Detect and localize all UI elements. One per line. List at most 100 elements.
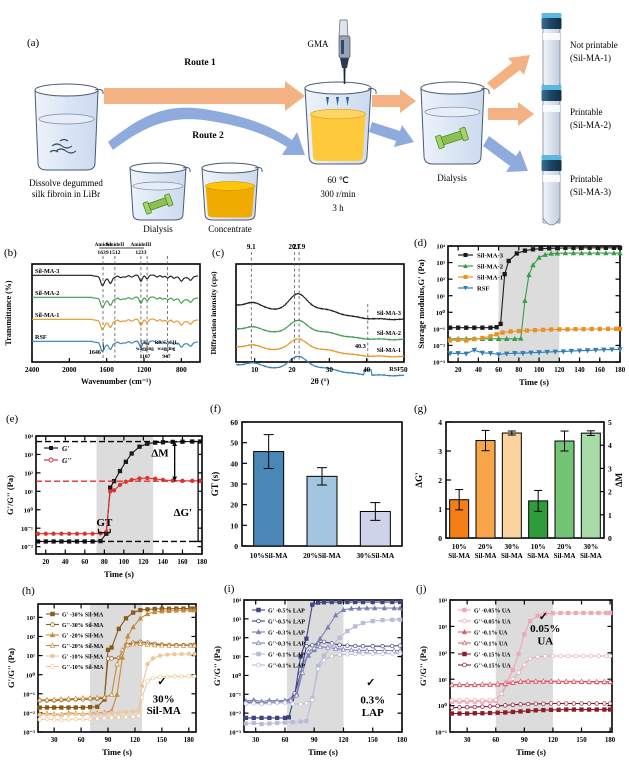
label-ch2: CH₂ (140, 341, 150, 346)
data-point (332, 612, 339, 618)
data-point (123, 714, 129, 720)
data-point (487, 704, 493, 709)
data-point (364, 647, 370, 653)
panel-j-svg: (j) 10⁴ 10³ 10² 10¹ 10⁰ 10⁻¹ 30 60 90 120 150 180 Tim… (416, 583, 616, 757)
data-point (397, 599, 403, 605)
data-point (604, 653, 609, 659)
series-label: Sil-MA-2 (35, 290, 59, 297)
y-tick-label: 10³ (24, 452, 33, 459)
y-tick-label: 10⁰ (26, 671, 36, 679)
x-tick-label: 30 (252, 737, 259, 744)
data-point (87, 716, 93, 722)
legend-marker (256, 607, 261, 613)
beaker1-caption-1: Dissolve degummed (29, 178, 103, 188)
x-tick-label: 160 (177, 559, 188, 566)
data-point (165, 674, 170, 679)
data-point (525, 708, 531, 714)
peak-label: 9.1 (247, 243, 256, 251)
data-point (74, 531, 80, 536)
data-point (522, 248, 528, 253)
data-point (66, 717, 71, 722)
amide-value-label: 1639 (97, 250, 108, 256)
data-point (487, 681, 493, 687)
data-point (152, 642, 158, 648)
bar (306, 475, 338, 547)
data-point (465, 711, 470, 716)
data-point (588, 653, 594, 659)
data-point (587, 245, 592, 250)
legend-marker (463, 275, 468, 279)
data-point (381, 647, 388, 653)
tube2-label-1: Printable (570, 107, 603, 117)
data-point (119, 654, 126, 660)
data-point (191, 607, 197, 613)
callout-tick-icon: ✓ (366, 677, 375, 689)
y-tick-label: 10⁻² (21, 544, 33, 551)
data-point (51, 531, 56, 536)
panel-d: (d) 10⁴ 10³ 10² 10¹ 10⁰ 10⁻¹ 10⁻² 10⁻³ 20 40 60 80 10… (412, 234, 629, 394)
data-point (329, 644, 334, 649)
bar (554, 440, 575, 539)
data-point (472, 325, 477, 330)
panel-h-svg: (h) 10³ 10² 10¹ 10⁰ 10⁻¹ 10⁻² 10⁻³ 30 60 90 120 150 1… (6, 585, 197, 757)
data-point (109, 645, 114, 650)
data-point (495, 335, 502, 341)
legend-label: Sil-MA-1 (477, 275, 503, 282)
series-label: Sil-MA-3 (35, 268, 59, 275)
data-point (37, 712, 42, 717)
data-point (510, 702, 516, 707)
data-point (571, 678, 577, 684)
data-point (66, 712, 71, 717)
data-point (602, 701, 607, 706)
data-point (179, 651, 184, 657)
panel-c-svg: (c) 9.1 20.721.9 Sil-MA-3 Sil-MA-2 Sil-MA-1 RS… (209, 243, 408, 386)
data-point (517, 678, 524, 684)
x-tick-label: 40 (363, 366, 371, 374)
data-point (447, 351, 453, 357)
x-tick-label: 180 (615, 367, 626, 374)
x-tick-label: 120 (554, 367, 565, 374)
gma-label: GMA (307, 39, 329, 49)
x-tick-label: 80 (101, 559, 108, 566)
series-label: Sil-MA-3 (377, 310, 401, 317)
x-category-label: 20%Sil-MA (303, 551, 341, 560)
panel-a-label: (a) (27, 37, 40, 49)
data-point (579, 701, 584, 706)
data-point (532, 328, 538, 333)
data-point (345, 628, 350, 634)
data-point (500, 330, 505, 335)
data-point (282, 720, 288, 725)
data-point (607, 653, 613, 659)
data-point (487, 351, 494, 357)
y-tick-label-right: 4 (608, 441, 612, 450)
y-tick-label: 10² (438, 650, 447, 657)
legend-label: G' -30% Sil-MA (62, 613, 104, 619)
data-point (108, 489, 113, 494)
tube-sil-ma-2 (541, 85, 562, 164)
plot-frame (447, 245, 621, 363)
y-axis-title: G'/G'' (Pa) (5, 475, 15, 515)
data-point (353, 651, 358, 657)
data-point (315, 600, 321, 605)
data-point (564, 707, 569, 712)
data-point (360, 599, 366, 605)
data-point (518, 335, 524, 341)
data-point (179, 674, 184, 679)
data-point (137, 444, 142, 449)
label-rrc: RR'C=CH₂ (155, 341, 179, 346)
y-tick-label: 10⁻³ (229, 730, 241, 737)
x-tick-label: 2400 (25, 366, 40, 374)
data-point (533, 708, 538, 713)
x-category-bottom: Sil-MA (580, 552, 602, 560)
data-point (543, 654, 548, 659)
x-category-top: 30% (583, 542, 598, 551)
data-point (555, 678, 562, 684)
x-tick-label: 90 (105, 737, 112, 744)
x-category-top: 30% (504, 542, 519, 551)
data-point (512, 351, 518, 357)
tube3-label-1: Printable (570, 174, 603, 184)
arrow-out-1 (487, 55, 530, 90)
data-point (487, 710, 493, 716)
panel-label: (h) (22, 585, 35, 597)
data-point (607, 678, 613, 684)
